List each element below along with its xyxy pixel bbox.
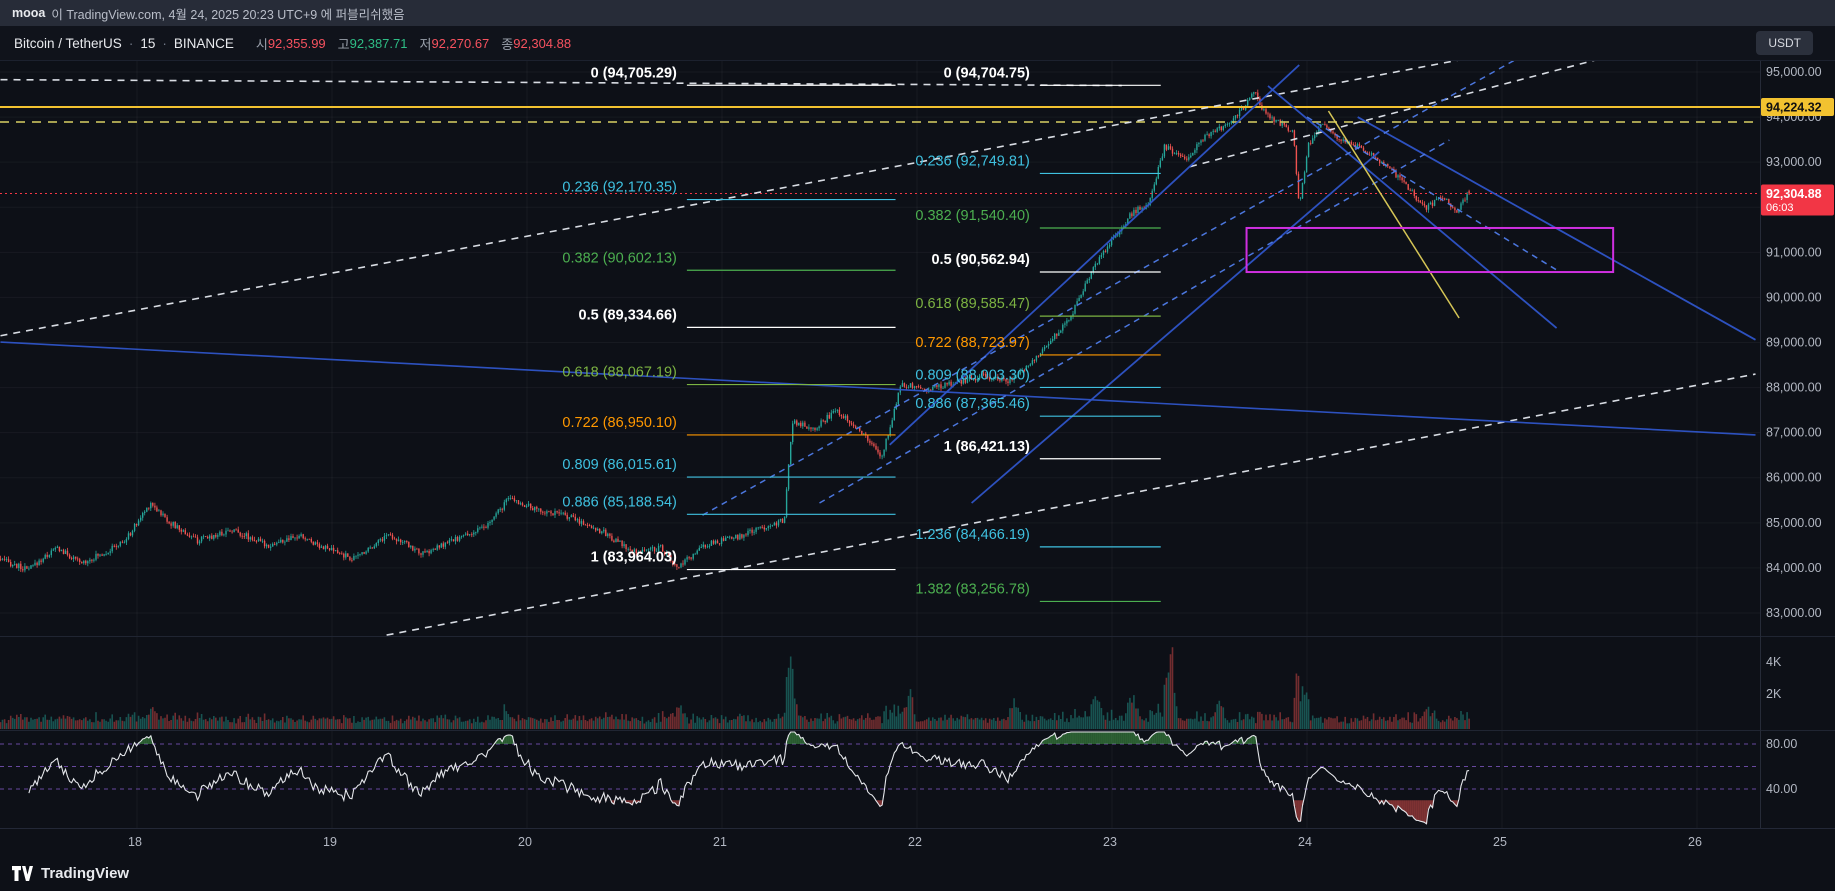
price-axis-label: 87,000.00 xyxy=(1766,426,1822,440)
price-axis-label: 83,000.00 xyxy=(1766,606,1822,620)
fib-retracement-right[interactable]: 0 (94,704.75) 0.236 (92,749.81) 0.382 (91,… xyxy=(915,65,1161,603)
fib-level-label: 0.618 (88,067.19) xyxy=(562,365,676,381)
time-axis-label: 19 xyxy=(323,835,337,849)
trendline[interactable] xyxy=(0,78,1122,87)
price-axis-label: 95,000.00 xyxy=(1766,65,1822,79)
fib-level-label: 0.382 (91,540.40) xyxy=(915,208,1029,224)
ohlc-label: 시 xyxy=(255,36,268,52)
fib-level-label: 0 (94,705.29) xyxy=(591,65,677,81)
candle-up-bodies xyxy=(1,92,1468,571)
fib-level-label: 0.5 (90,562.94) xyxy=(931,252,1030,268)
fib-level-label: 0.809 (88,003.30) xyxy=(915,367,1029,383)
separator-dot: · xyxy=(128,35,134,51)
fib-level-label: 0.886 (85,188.54) xyxy=(562,494,676,510)
publish-text: 이 TradingView.com, 4월 24, 2025 20:23 UTC… xyxy=(51,7,405,22)
last-price-badge-label: 92,304.88 xyxy=(1766,187,1822,201)
ohlc-label: 종 xyxy=(501,36,514,52)
price-axis-label: 91,000.00 xyxy=(1766,245,1822,259)
trendline[interactable] xyxy=(1189,61,1756,168)
time-axis[interactable]: 18 19 20 21 22 23 24 25 26 xyxy=(0,828,1835,856)
fib-level-label: 0.382 (90,602.13) xyxy=(562,250,676,266)
ohlc-value: 92,270.67 xyxy=(431,35,490,51)
oscillator-line xyxy=(28,731,1470,825)
separator-dot: · xyxy=(162,35,167,51)
fib-level-label: 0.618 (89,585.47) xyxy=(915,296,1029,312)
time-axis-label: 18 xyxy=(128,835,142,849)
volume-axis-label: 2K xyxy=(1766,687,1782,701)
trendline[interactable] xyxy=(0,61,1766,337)
price-axis-label: 88,000.00 xyxy=(1766,381,1822,395)
time-axis-label: 25 xyxy=(1493,835,1507,849)
symbol-interval[interactable]: 15 xyxy=(140,35,156,51)
ohlc-value: 92,387.71 xyxy=(349,35,408,51)
fib-level-label: 1 (83,964.03) xyxy=(591,550,677,566)
price-axis-label: 93,000.00 xyxy=(1766,155,1822,169)
candle-countdown: 06:03 xyxy=(1766,202,1794,214)
time-axis-label: 23 xyxy=(1103,835,1117,849)
trendline[interactable] xyxy=(0,341,1756,436)
publish-bar: mooa 이 TradingView.com, 4월 24, 2025 20:2… xyxy=(0,0,1835,26)
plot-area[interactable]: 0 (94,705.29) 0.236 (92,170.35) 0.382 (90,… xyxy=(0,61,1765,828)
fib-level-label: 0.886 (87,365.46) xyxy=(915,396,1029,412)
last-price-badge xyxy=(1761,184,1834,216)
fib-level-label: 0.236 (92,170.35) xyxy=(562,180,676,196)
trendline[interactable] xyxy=(819,139,1450,504)
time-axis-label: 20 xyxy=(518,835,532,849)
ohlc-label: 고 xyxy=(337,36,350,52)
trendline[interactable] xyxy=(1306,116,1557,271)
tradingview-logo-icon[interactable] xyxy=(12,866,33,881)
trendline[interactable] xyxy=(971,151,1380,504)
time-axis-label: 26 xyxy=(1688,835,1702,849)
price-axis-label: 90,000.00 xyxy=(1766,290,1822,304)
price-axis-label: 85,000.00 xyxy=(1766,516,1822,530)
chart-area: 0 (94,705.29) 0.236 (92,170.35) 0.382 (90,… xyxy=(0,61,1835,828)
candle-up-wicks xyxy=(2,91,1468,573)
trendline[interactable] xyxy=(889,64,1300,446)
fib-level-label: 0.722 (88,723.97) xyxy=(915,335,1029,351)
time-axis-label: 21 xyxy=(713,835,727,849)
yellow-price-badge xyxy=(1761,97,1834,116)
fib-level-label: 0.236 (92,749.81) xyxy=(915,153,1029,169)
currency-toggle-button[interactable]: USDT xyxy=(1756,31,1813,55)
yellow-price-badge-label: 94,224.32 xyxy=(1766,100,1822,114)
time-axis-label: 24 xyxy=(1298,835,1312,849)
volume-up-bars xyxy=(1,656,1468,729)
price-axis-label: 84,000.00 xyxy=(1766,561,1822,575)
fib-level-label: 0.722 (86,950.10) xyxy=(562,415,676,431)
oscillator-axis-label: 80.00 xyxy=(1766,737,1797,751)
price-axis-label: 86,000.00 xyxy=(1766,471,1822,485)
oscillator-axis-label: 40.00 xyxy=(1766,782,1797,796)
ohlc-value: 92,304.88 xyxy=(513,35,572,51)
footer: TradingView xyxy=(0,856,1835,891)
tradingview-brand[interactable]: TradingView xyxy=(41,865,130,882)
drawn-rectangle[interactable] xyxy=(1245,226,1615,274)
fib-level-label: 0 (94,704.75) xyxy=(944,65,1030,81)
fib-level-label: 1 (86,421.13) xyxy=(944,439,1030,455)
grid-layer xyxy=(0,61,1760,828)
fib-level-label: 1.382 (83,256.78) xyxy=(915,581,1029,597)
price-axis-label: 89,000.00 xyxy=(1766,335,1822,349)
symbol-exchange: BINANCE xyxy=(173,35,234,51)
publish-author: mooa xyxy=(12,6,46,20)
ohlc-readout: 시 92,355.99 고 92,387.71 저 92,270.67 종 92,304.88 xyxy=(244,34,571,53)
ohlc-value: 92,355.99 xyxy=(267,35,326,51)
symbol-title[interactable]: Bitcoin / TetherUS xyxy=(14,35,122,51)
volume-down-bars xyxy=(0,647,1470,729)
trendline[interactable] xyxy=(1327,110,1460,319)
chart-canvas[interactable]: 0 (94,705.29) 0.236 (92,170.35) 0.382 (90,… xyxy=(0,61,1835,828)
volume-axis-label: 4K xyxy=(1766,655,1782,669)
fib-level-label: 0.809 (86,015.61) xyxy=(562,457,676,473)
candle-down-bodies xyxy=(0,92,1470,571)
fib-retracement-left[interactable]: 0 (94,705.29) 0.236 (92,170.35) 0.382 (90,… xyxy=(562,65,896,571)
ohlc-label: 저 xyxy=(419,36,432,52)
symbol-bar: Bitcoin / TetherUS · 15 · BINANCE 시 92,35… xyxy=(0,26,1835,61)
trendline[interactable] xyxy=(702,61,1569,516)
fib-level-label: 1.236 (84,466.19) xyxy=(915,527,1029,543)
time-axis-label: 22 xyxy=(908,835,922,849)
trendline[interactable] xyxy=(386,373,1756,636)
price-axis[interactable]: 95,000.0094,000.0093,000.0092,000.0091,0… xyxy=(1760,61,1835,828)
trendline[interactable] xyxy=(1267,85,1558,329)
fib-level-label: 0.5 (89,334.66) xyxy=(579,307,678,323)
